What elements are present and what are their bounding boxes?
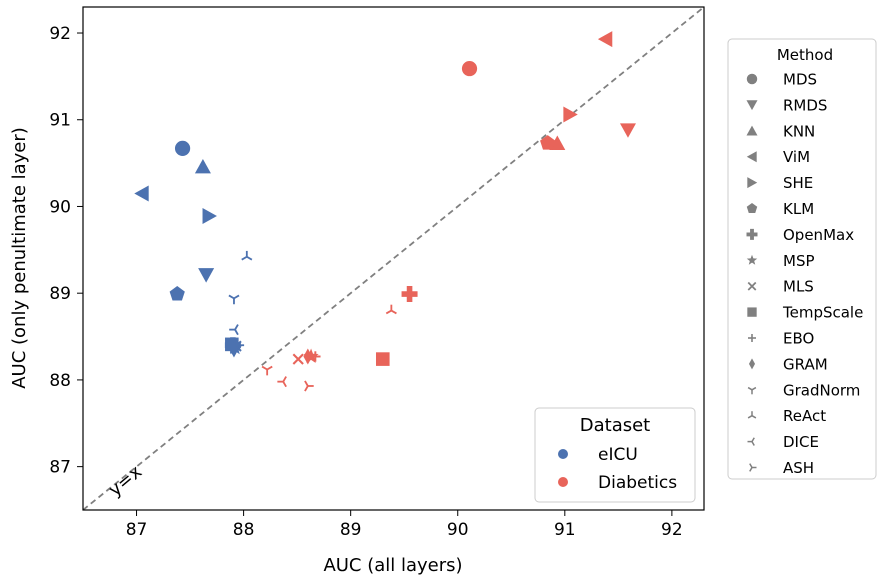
dataset-legend-marker-diabetics — [558, 477, 568, 487]
method-legend-marker-she — [747, 177, 758, 189]
plot-frame — [82, 6, 705, 511]
method-legend-marker-ebo — [748, 334, 756, 342]
point-eicu-she — [202, 208, 217, 225]
x-tick-label: 88 — [233, 520, 255, 540]
point-diabetics-ash — [304, 380, 314, 392]
x-tick-label: 92 — [661, 520, 683, 540]
method-legend-label-ash: ASH — [783, 459, 814, 477]
y-tick-label: 88 — [49, 371, 71, 391]
dataset-legend-marker-eicu — [558, 449, 568, 459]
point-eicu-knn — [194, 158, 211, 174]
point-eicu-gram — [229, 341, 239, 358]
point-diabetics-openmax — [401, 286, 418, 303]
method-legend-label-gradnorm: GradNorm — [783, 381, 860, 399]
dataset-legend-label-eicu: eICU — [598, 445, 638, 465]
point-diabetics-klm — [540, 135, 556, 150]
x-tick-label: 89 — [340, 520, 362, 540]
point-diabetics-mds — [461, 60, 478, 77]
dataset-legend-frame — [534, 407, 696, 503]
method-legend-marker-msp — [746, 254, 758, 265]
point-eicu-klm — [169, 286, 185, 301]
point-diabetics-rmds — [619, 123, 636, 138]
method-legend-label-react: ReAct — [783, 407, 826, 425]
point-eicu-dice — [229, 324, 239, 336]
method-legend-title: Method — [777, 46, 833, 64]
x-tick-label: 91 — [554, 520, 576, 540]
method-legend-label-gram: GRAM — [783, 355, 828, 373]
method-legend-label-msp: MSP — [783, 252, 815, 270]
method-legend-marker-vim — [746, 151, 757, 163]
method-legend-frame — [727, 38, 877, 480]
y-tick-label: 89 — [49, 284, 71, 304]
y-tick-label: 91 — [49, 111, 71, 131]
method-legend-marker-ash — [749, 463, 757, 472]
method-legend-marker-rmds — [746, 100, 758, 111]
point-diabetics-dice — [277, 376, 287, 388]
method-legend-marker-mls — [747, 281, 757, 291]
y-tick-label: 92 — [49, 24, 71, 44]
method-legend-label-rmds: RMDS — [783, 96, 827, 114]
method-legend-label-dice: DICE — [783, 433, 819, 451]
method-legend-label-ebo: EBO — [783, 330, 814, 348]
method-legend-label-mds: MDS — [783, 71, 817, 89]
y-tick-label: 90 — [49, 197, 71, 217]
y-axis-label: AUC (only penultimate layer) — [9, 127, 30, 389]
point-diabetics-gram — [303, 348, 313, 365]
method-legend-marker-gram — [748, 358, 756, 370]
point-eicu-mds — [174, 140, 191, 156]
x-tick-label: 87 — [126, 520, 148, 540]
y-tick-label: 87 — [49, 458, 71, 478]
point-diabetics-vim — [597, 31, 613, 48]
method-legend-marker-openmax — [746, 228, 758, 240]
method-legend-label-knn: KNN — [783, 122, 815, 140]
method-legend-label-tempscale: TempScale — [782, 304, 863, 322]
point-diabetics-mls — [292, 353, 304, 365]
method-legend-marker-knn — [746, 125, 758, 136]
point-diabetics-tempscale — [375, 352, 390, 366]
method-legend-label-she: SHE — [783, 174, 813, 192]
method-legend-marker-tempscale — [747, 307, 757, 317]
method-legend: Method MDS RMDS KNN ViM SHE KLM OpenMax MSP MLS T… — [727, 38, 877, 480]
method-legend-label-mls: MLS — [783, 278, 814, 296]
method-legend-marker-dice — [747, 437, 755, 446]
method-legend-marker-mds — [746, 73, 758, 85]
diagonal-label: y=x — [105, 461, 147, 501]
diagonal-line — [83, 7, 704, 510]
point-eicu-ash — [234, 339, 245, 351]
point-diabetics-react — [385, 304, 397, 315]
dataset-legend-label-diabetics: Diabetics — [598, 473, 677, 493]
point-diabetics-gradnorm — [261, 365, 273, 376]
point-eicu-react — [241, 250, 253, 261]
method-legend-label-vim: ViM — [783, 148, 810, 166]
point-diabetics-she — [563, 106, 578, 123]
x-tick-label: 90 — [447, 520, 469, 540]
method-legend-marker-gradnorm — [747, 386, 757, 395]
method-legend-marker-react — [747, 411, 757, 419]
point-eicu-vim — [134, 185, 149, 202]
dataset-legend-title: Dataset — [580, 415, 651, 436]
method-legend-label-openmax: OpenMax — [783, 226, 854, 244]
x-axis-label: AUC (all layers) — [323, 555, 462, 576]
method-legend-label-klm: KLM — [783, 200, 814, 218]
point-eicu-rmds — [198, 268, 215, 283]
point-eicu-gradnorm — [228, 294, 240, 305]
method-legend-marker-klm — [746, 203, 758, 213]
dataset-legend: Dataset eICU Diabetics — [534, 407, 696, 503]
